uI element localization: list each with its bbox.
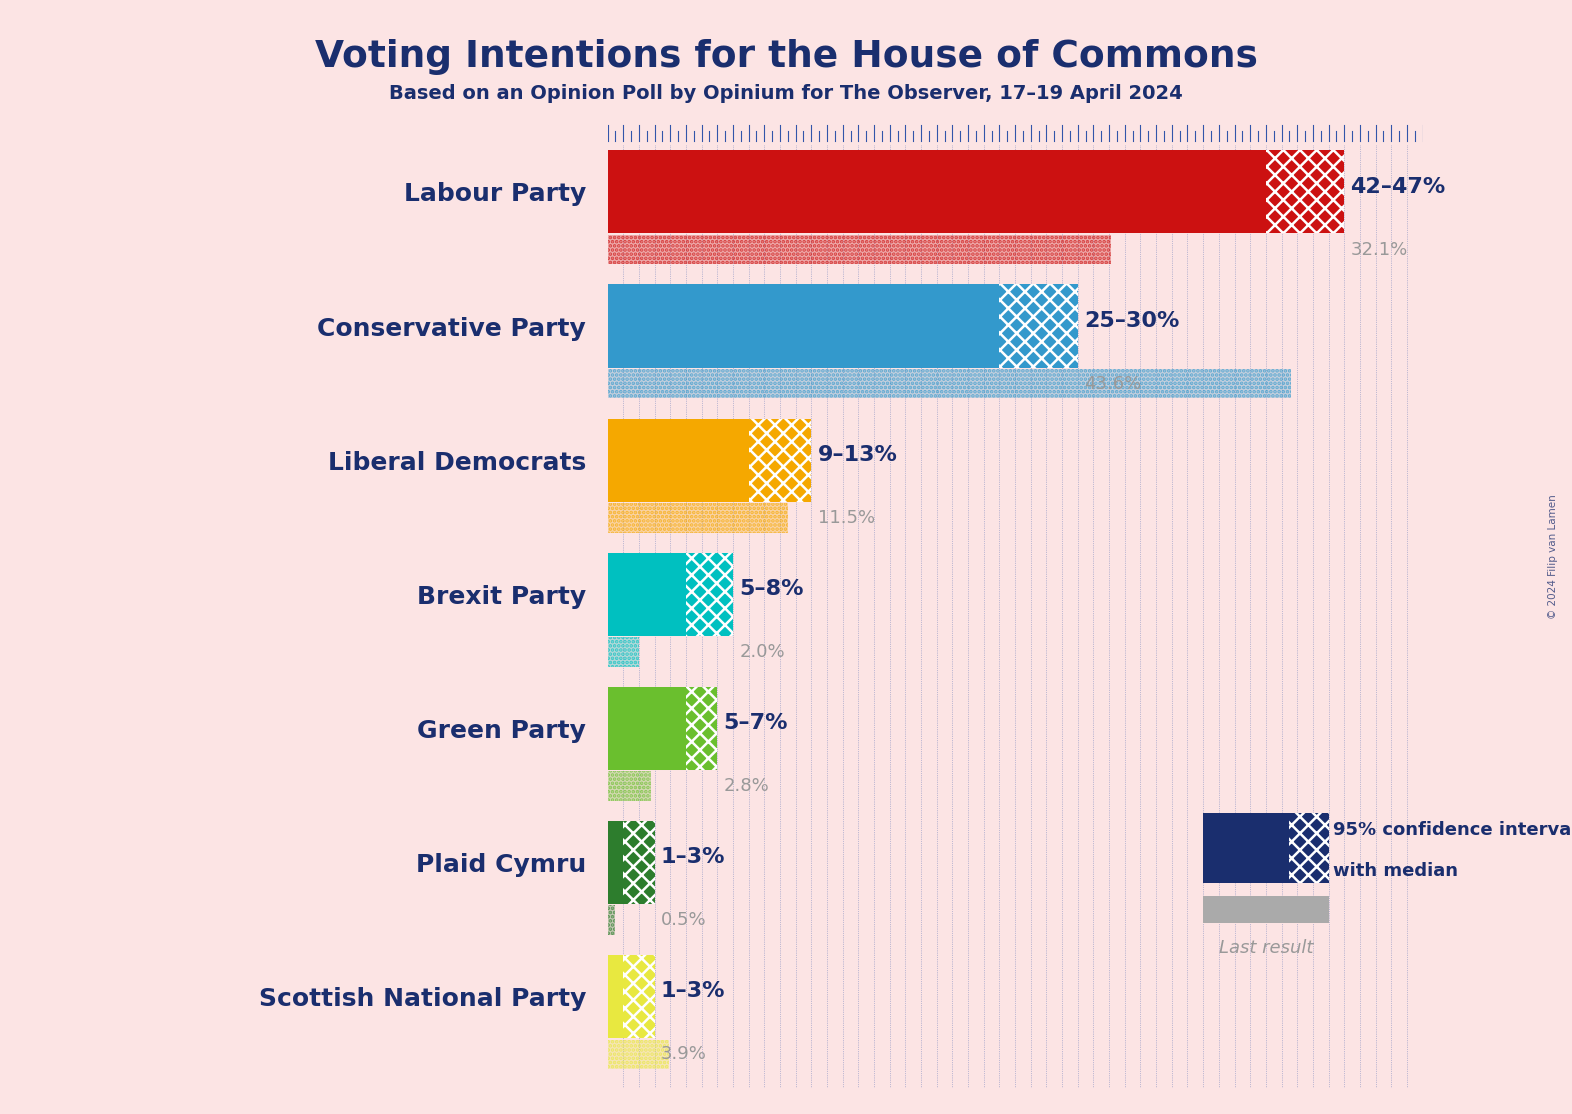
- Bar: [685, 687, 717, 770]
- Bar: [748, 419, 811, 501]
- Bar: [685, 687, 717, 770]
- Text: 5–7%: 5–7%: [723, 713, 788, 733]
- Bar: [1289, 813, 1328, 882]
- Text: 3.9%: 3.9%: [660, 1045, 707, 1064]
- Bar: [607, 771, 651, 801]
- Bar: [607, 1039, 668, 1069]
- Bar: [607, 906, 615, 935]
- Bar: [685, 553, 733, 636]
- Bar: [607, 906, 615, 935]
- Text: 9–13%: 9–13%: [817, 444, 898, 465]
- Text: 95% confidence interval: 95% confidence interval: [1333, 821, 1572, 839]
- Bar: [685, 553, 733, 636]
- Bar: [623, 955, 654, 1038]
- Bar: [607, 235, 1111, 264]
- Text: Based on an Opinion Poll by Opinium for The Observer, 17–19 April 2024: Based on an Opinion Poll by Opinium for …: [390, 84, 1182, 102]
- Bar: [1265, 150, 1344, 234]
- Text: 2.0%: 2.0%: [739, 643, 784, 661]
- Bar: [607, 504, 788, 532]
- Bar: [607, 553, 685, 636]
- Text: 1–3%: 1–3%: [660, 981, 725, 1001]
- Bar: [623, 821, 654, 905]
- Bar: [748, 419, 811, 501]
- Text: 25–30%: 25–30%: [1085, 311, 1179, 331]
- Bar: [607, 150, 1265, 234]
- Text: 0.5%: 0.5%: [660, 911, 706, 929]
- Bar: [607, 637, 638, 666]
- Bar: [1265, 150, 1344, 234]
- Bar: [1000, 284, 1078, 368]
- Bar: [1000, 284, 1078, 368]
- Bar: [607, 687, 685, 770]
- Bar: [607, 419, 748, 501]
- Bar: [1203, 813, 1289, 882]
- Bar: [607, 955, 623, 1038]
- Bar: [623, 821, 654, 905]
- Bar: [607, 771, 651, 801]
- Bar: [607, 235, 1111, 264]
- Text: Last result: Last result: [1218, 939, 1313, 957]
- Bar: [607, 504, 788, 532]
- Text: 5–8%: 5–8%: [739, 579, 803, 599]
- Text: 42–47%: 42–47%: [1350, 176, 1446, 196]
- Text: 11.5%: 11.5%: [817, 509, 874, 527]
- Text: with median: with median: [1333, 861, 1459, 880]
- Bar: [607, 369, 1291, 399]
- Bar: [607, 369, 1291, 399]
- Bar: [607, 1039, 668, 1069]
- Text: 43.6%: 43.6%: [1085, 374, 1141, 393]
- Bar: [607, 821, 623, 905]
- Bar: [607, 284, 1000, 368]
- Text: 1–3%: 1–3%: [660, 847, 725, 867]
- Bar: [623, 955, 654, 1038]
- Bar: [1203, 896, 1328, 922]
- Text: 32.1%: 32.1%: [1350, 241, 1409, 258]
- Text: Voting Intentions for the House of Commons: Voting Intentions for the House of Commo…: [314, 39, 1258, 75]
- Text: © 2024 Filip van Lamen: © 2024 Filip van Lamen: [1548, 495, 1558, 619]
- Text: 2.8%: 2.8%: [723, 778, 769, 795]
- Bar: [607, 637, 638, 666]
